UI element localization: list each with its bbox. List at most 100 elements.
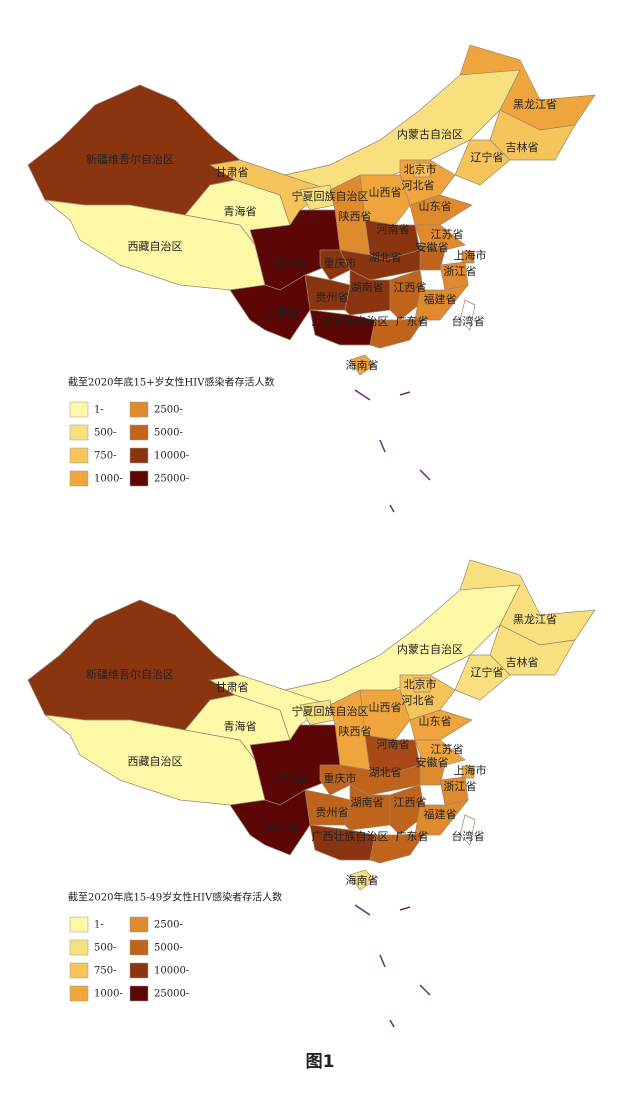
legend-swatch [69,470,89,487]
legend-swatch [69,447,89,464]
region-label: 湖北省 [369,766,402,779]
region-label: 四川省 [274,257,307,270]
region-label: 山西省 [369,186,402,199]
region-label: 重庆市 [324,771,357,785]
region-label: 西藏自治区 [128,754,183,768]
legend-label: 2500- [154,405,183,416]
region-label: 安徽省 [416,755,449,769]
region [349,354,376,376]
region-label: 山西省 [369,701,402,714]
legend-label: 2500- [154,920,183,931]
legend-title: 截至2020年底15-49岁女性HIV感染者存活人数 [68,891,282,904]
region [461,765,475,779]
region-label: 北京市 [404,677,437,691]
region-label: 吉林省 [506,140,539,154]
legend-label: 1000- [94,474,123,485]
region [389,784,426,836]
region [414,224,466,251]
legend-swatch [129,939,149,956]
region-label: 海南省 [346,358,379,372]
legend-label: 5000- [154,428,183,439]
region [389,269,426,321]
legend-label: 750- [94,451,116,462]
legend-swatch [129,985,149,1002]
legend-swatch [69,401,89,418]
region-label: 云南省 [266,306,299,319]
legend-swatch [69,985,89,1002]
legend-label: 500- [94,943,116,954]
legend-swatch [69,916,89,933]
region-label: 黑龙江省 [513,98,557,111]
region-label: 山东省 [419,715,452,728]
region-label: 广东省 [396,315,429,328]
legend-label: 1000- [94,989,123,1000]
island [354,904,371,916]
region-label: 贵州省 [316,806,349,819]
island [419,984,431,996]
island [389,1019,395,1028]
region-label: 河北省 [402,179,435,192]
region-label: 河北省 [402,694,435,707]
legend-title: 截至2020年底15+岁女性HIV感染者存活人数 [68,376,274,389]
region-label: 甘肃省 [216,681,249,694]
region-label: 江苏省 [431,228,464,241]
region-label: 云南省 [266,821,299,834]
island [389,504,395,513]
island [399,391,411,396]
region [414,284,469,321]
region-label: 宁夏回族自治区 [292,189,369,203]
region-label: 浙江省 [444,265,477,278]
region-label: 陕西省 [339,724,372,738]
region [459,299,476,331]
island [354,389,371,401]
region-label: 吉林省 [506,655,539,669]
island [379,954,386,968]
legend-label: 750- [94,966,116,977]
region [461,250,475,264]
region-label: 重庆市 [324,256,357,270]
region-label: 上海市 [454,248,487,262]
region-label: 新疆维吾尔自治区 [86,667,174,681]
region-label: 河南省 [377,223,410,236]
region-label: 宁夏回族自治区 [292,704,369,718]
region-label: 广西壮族自治区 [312,314,389,328]
region [369,317,426,349]
region [409,194,473,226]
region-label: 北京市 [404,162,437,176]
region [414,739,466,766]
legend-label: 25000- [154,989,189,1000]
region-label: 安徽省 [416,240,449,254]
island [399,906,411,911]
region-label: 江西省 [394,796,427,809]
region-label: 海南省 [346,873,379,887]
legend-swatch [129,401,149,418]
region-label: 湖北省 [369,251,402,264]
region [349,869,376,891]
region [319,764,351,796]
legend-swatch [129,962,149,979]
legend-label: 5000- [154,943,183,954]
legend-label: 25000- [154,474,189,485]
region-label: 内蒙古自治区 [397,642,463,656]
legend-label: 10000- [154,451,189,462]
region-label: 黑龙江省 [513,613,557,626]
region [459,44,596,131]
region [369,832,426,864]
island [419,469,431,481]
region-label: 河南省 [377,738,410,751]
region-label: 内蒙古自治区 [397,127,463,141]
legend-swatch [129,916,149,933]
legend-swatch [129,470,149,487]
region-label: 贵州省 [316,291,349,304]
region [459,559,596,646]
region-label: 湖南省 [351,796,384,809]
region-label: 西藏自治区 [128,239,183,253]
region-label: 四川省 [274,772,307,785]
region-label: 甘肃省 [216,166,249,179]
region-label: 广东省 [396,830,429,843]
legend-label: 1- [94,405,104,416]
